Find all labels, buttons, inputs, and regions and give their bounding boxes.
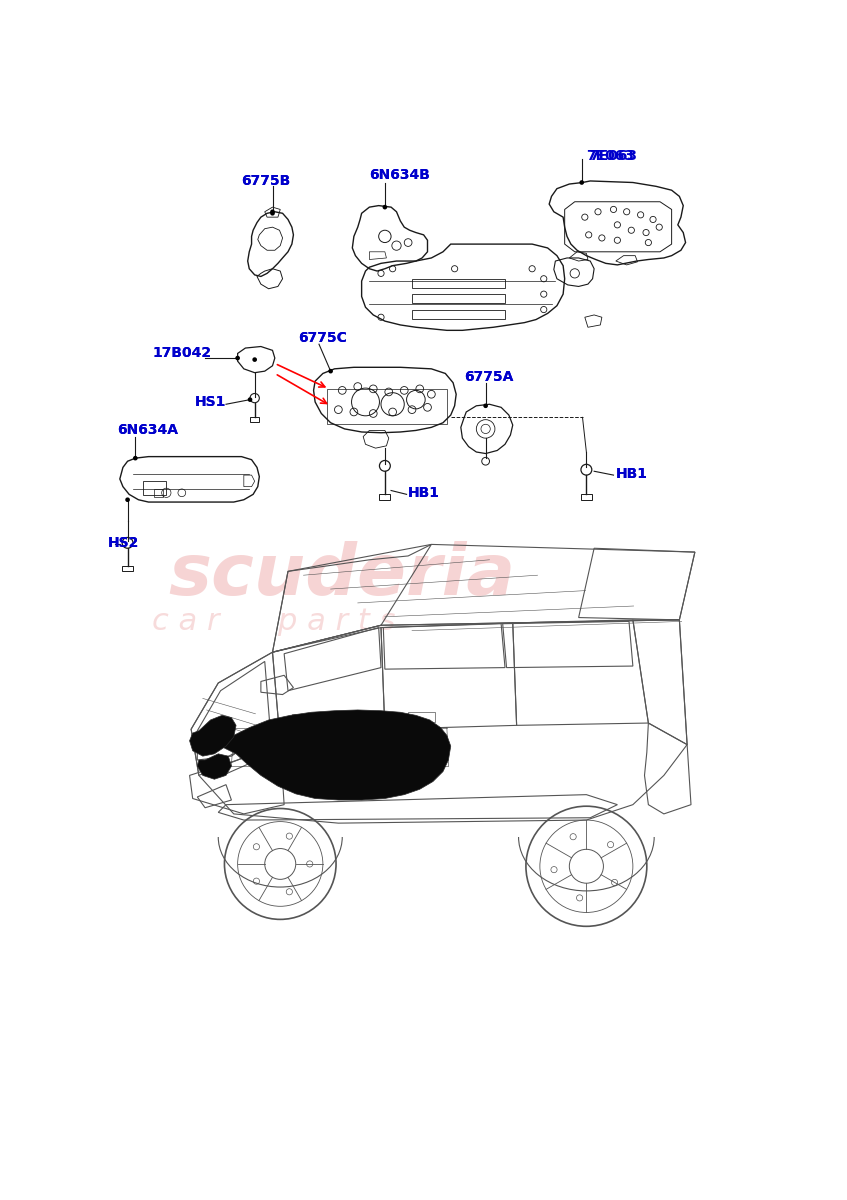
Text: HB1: HB1 [616, 467, 648, 480]
Bar [154, 488, 163, 497]
Text: 6N634A: 6N634A [118, 424, 179, 438]
Text: 6775A: 6775A [464, 370, 513, 384]
Bar [581, 494, 592, 499]
Circle shape [235, 355, 240, 360]
Bar [379, 494, 390, 499]
Circle shape [484, 403, 488, 408]
Circle shape [270, 211, 274, 216]
Bar [143, 481, 166, 496]
Text: 7E063: 7E063 [590, 149, 638, 162]
Circle shape [247, 397, 252, 402]
Text: 17B042: 17B042 [152, 347, 212, 360]
Polygon shape [190, 715, 236, 756]
Text: 6775A: 6775A [464, 370, 513, 384]
Text: c a r      p a r t s: c a r p a r t s [152, 607, 396, 636]
Circle shape [579, 180, 584, 185]
Text: 6775B: 6775B [241, 174, 291, 188]
Text: HS1: HS1 [195, 395, 226, 409]
Text: 6N634B: 6N634B [369, 168, 430, 181]
Circle shape [125, 498, 130, 502]
Bar [250, 418, 259, 422]
Circle shape [383, 205, 387, 210]
Circle shape [270, 210, 274, 214]
Bar [122, 566, 133, 571]
Text: 17B042: 17B042 [152, 347, 212, 360]
Text: scuderia: scuderia [168, 541, 515, 610]
Bar [408, 713, 435, 721]
Bar [412, 294, 505, 304]
Text: 7E063: 7E063 [586, 149, 634, 162]
Text: HB1: HB1 [408, 486, 440, 500]
Bar [412, 310, 505, 319]
Polygon shape [197, 754, 231, 779]
Text: 6N634A: 6N634A [118, 424, 179, 438]
Text: 6775B: 6775B [241, 174, 291, 188]
Text: HS2: HS2 [108, 536, 139, 550]
Text: HB1: HB1 [408, 486, 440, 500]
Circle shape [252, 358, 257, 362]
Text: HS2: HS2 [108, 536, 139, 550]
Text: 6775C: 6775C [298, 331, 347, 346]
Circle shape [133, 456, 138, 461]
Text: 6775C: 6775C [298, 331, 347, 346]
Text: HB1: HB1 [616, 467, 648, 480]
Bar [292, 714, 319, 724]
Polygon shape [220, 710, 451, 800]
Bar [327, 389, 447, 424]
Text: 6N634B: 6N634B [369, 168, 430, 181]
Bar [412, 278, 505, 288]
Text: HS1: HS1 [195, 395, 226, 409]
Circle shape [329, 368, 333, 373]
